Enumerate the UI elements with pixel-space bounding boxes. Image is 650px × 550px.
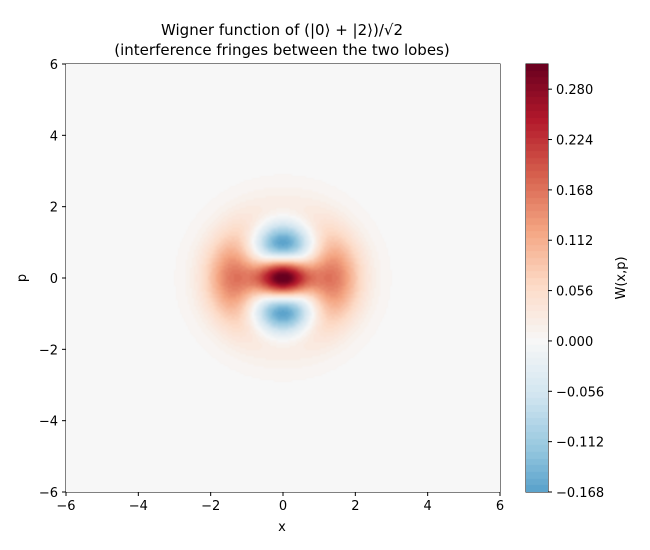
y-tick-label: 2 (50, 201, 58, 216)
wigner-heatmap (66, 64, 500, 492)
y-tick-label: 4 (50, 129, 58, 144)
x-tick-label: 2 (351, 499, 359, 514)
colorbar-tick-label: 0.224 (556, 134, 593, 149)
x-tick-label: −4 (129, 499, 148, 514)
x-tick-label: −6 (56, 499, 75, 514)
title-line-2: (interference fringes between the two lo… (114, 41, 449, 59)
title-line-1: Wigner function of (|0⟩ + |2⟩)/√2 (161, 21, 403, 39)
y-tick-label: −6 (39, 486, 58, 501)
colorbar-tick-label: −0.056 (556, 385, 604, 400)
y-tick-label: 0 (50, 272, 58, 287)
colorbar-label: W(x,p) (614, 256, 629, 299)
chart-title: Wigner function of (|0⟩ + |2⟩)/√2 (inter… (114, 21, 449, 59)
y-axis-ticks: −6 −4 −2 0 2 4 6 (39, 58, 66, 501)
x-tick-label: −2 (201, 499, 220, 514)
colorbar-tick-label: −0.112 (556, 436, 604, 451)
x-tick-label: 0 (279, 499, 287, 514)
y-axis-label: p (15, 274, 30, 282)
y-tick-label: −4 (39, 415, 58, 430)
colorbar-tick-label: 0.280 (556, 83, 593, 98)
colorbar-tick-label: 0.056 (556, 285, 593, 300)
x-axis-ticks: −6 −4 −2 0 2 4 6 (56, 492, 504, 514)
colorbar-tick-label: −0.168 (556, 486, 604, 501)
x-axis-label: x (278, 520, 286, 535)
y-tick-label: −2 (39, 343, 58, 358)
y-tick-label: 6 (50, 58, 58, 73)
colorbar (526, 64, 548, 492)
x-tick-label: 6 (496, 499, 504, 514)
colorbar-tick-label: 0.168 (556, 184, 593, 199)
x-tick-label: 4 (424, 499, 432, 514)
colorbar-tick-label: 0.000 (556, 335, 593, 350)
colorbar-ticks: −0.168 −0.112 −0.056 0.000 0.056 0.112 0.168 0.… (548, 83, 604, 501)
colorbar-tick-label: 0.112 (556, 234, 593, 249)
